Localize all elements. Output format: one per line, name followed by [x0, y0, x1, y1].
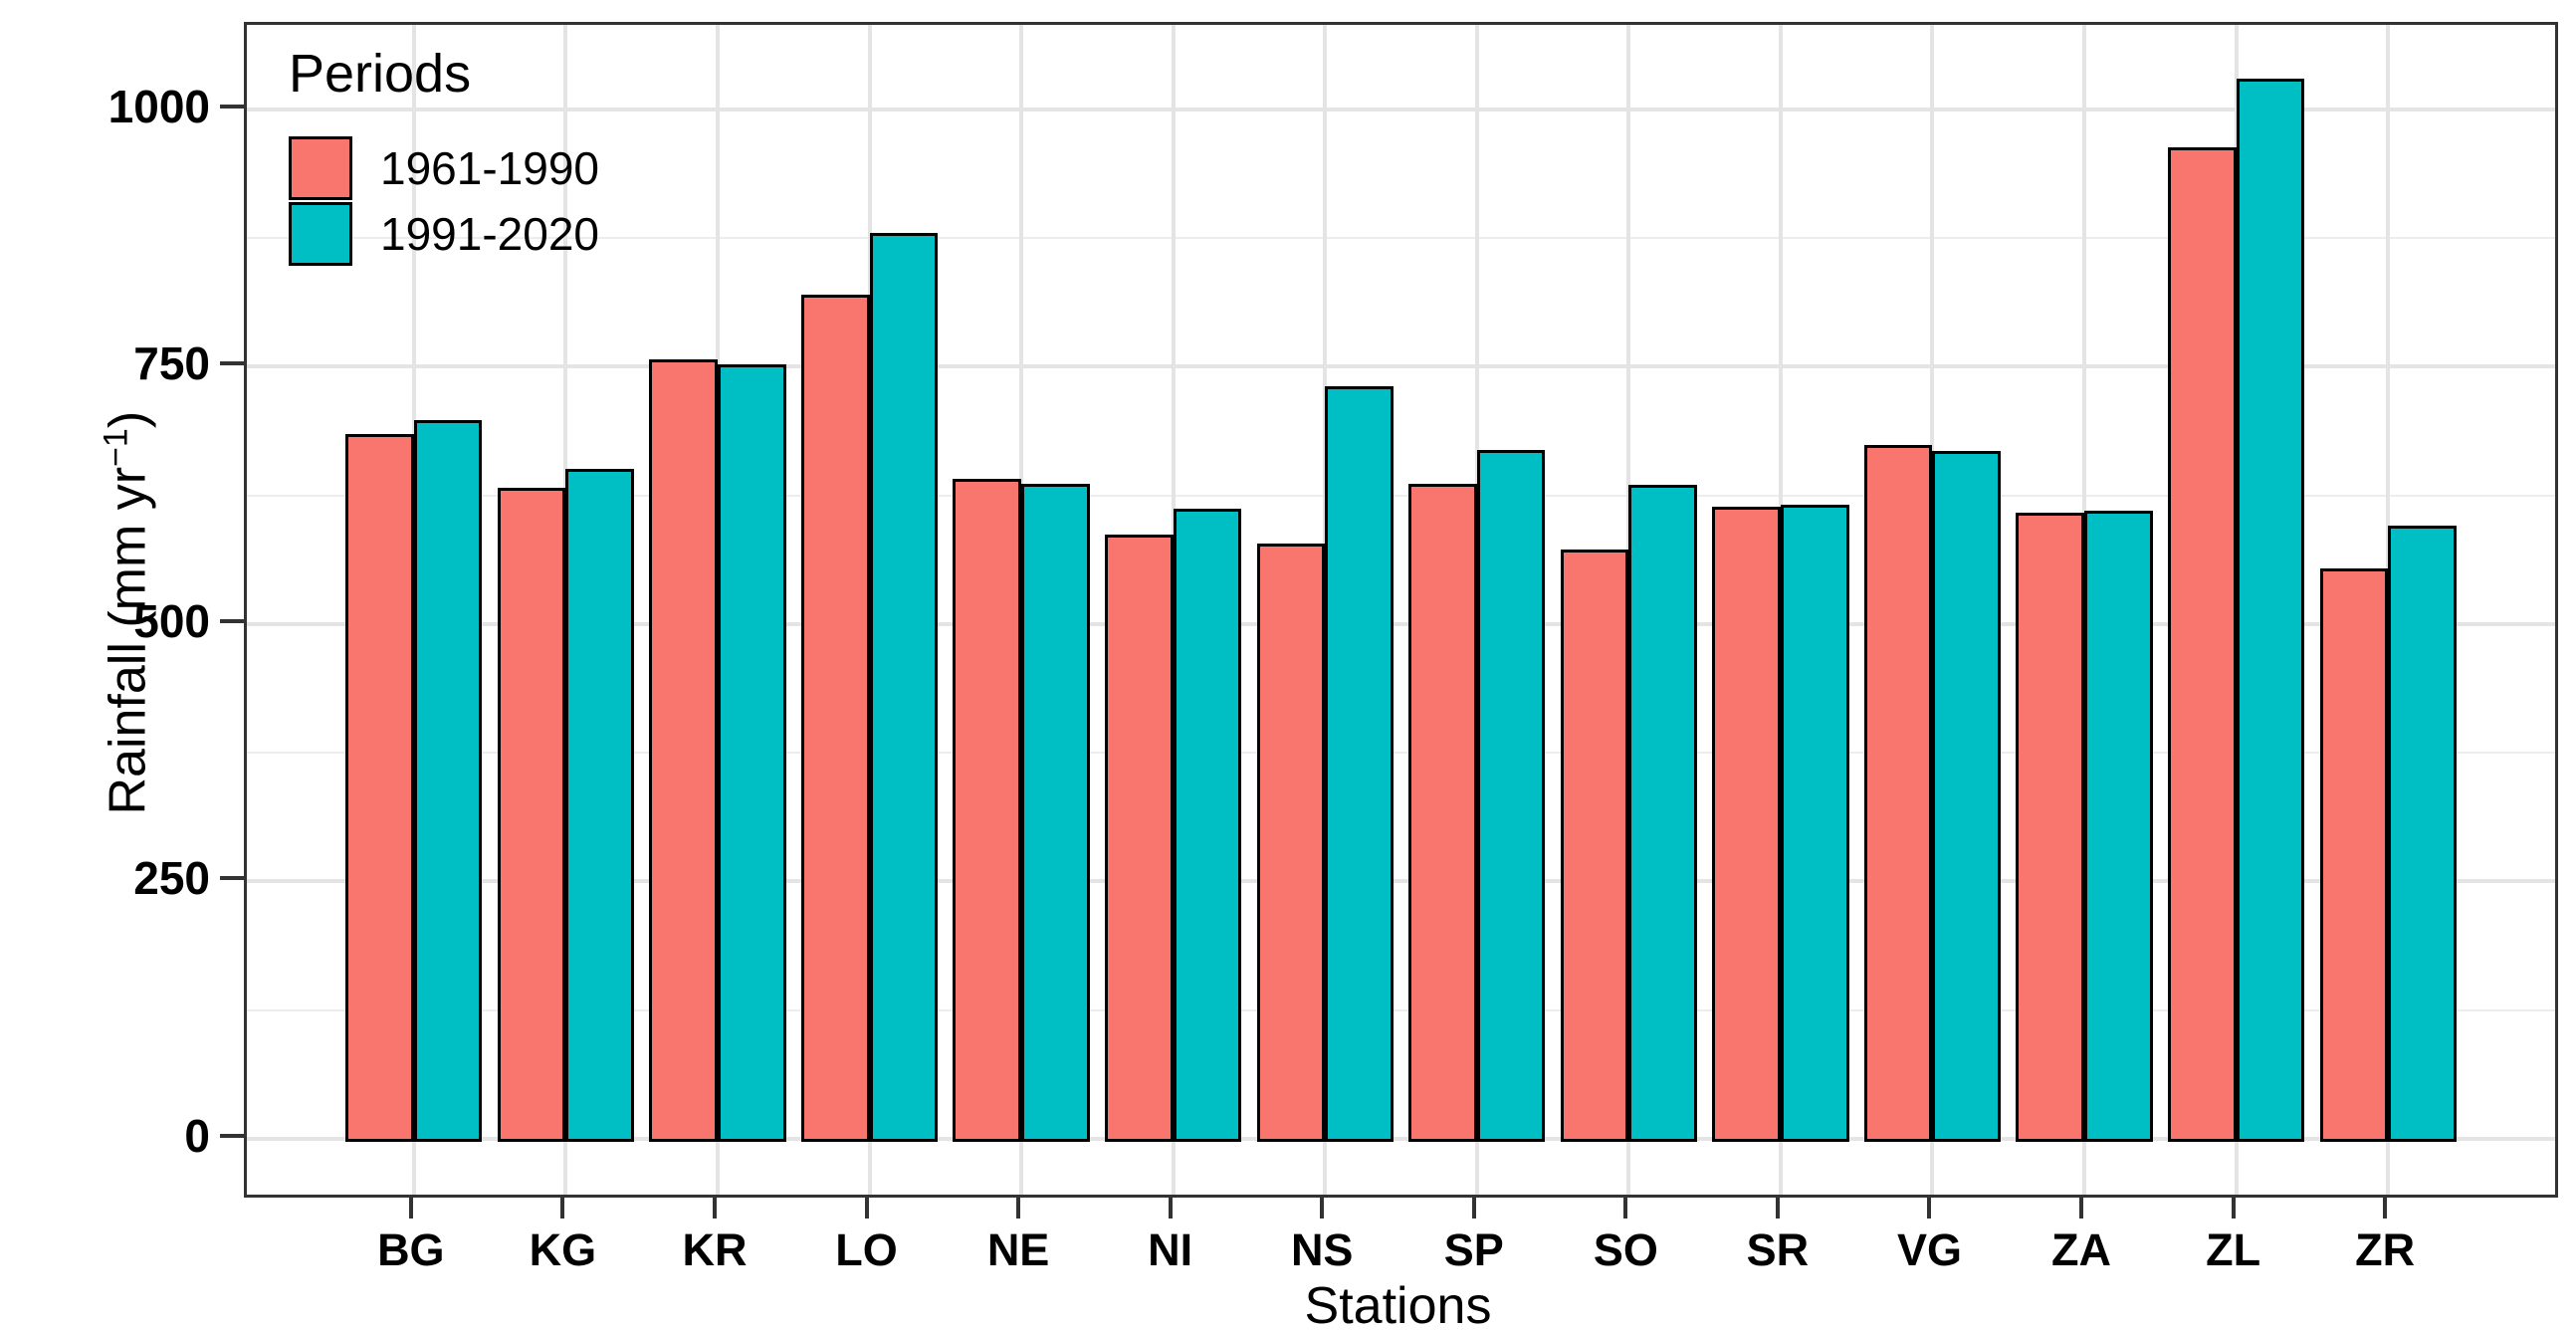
- x-tick-KR: [712, 1195, 717, 1219]
- gridline-minor-375: [247, 752, 2555, 755]
- x-tick-label-SP: SP: [1443, 1224, 1504, 1275]
- gridline-major-250: [247, 879, 2555, 884]
- legend: Periods 1961-1990 1991-2020: [289, 43, 599, 266]
- bar-ZR-1961-1990: [2319, 568, 2389, 1142]
- bar-SR-1961-1990: [1712, 507, 1781, 1142]
- bar-ZL-1991-2020: [2236, 78, 2305, 1142]
- bar-KG-1961-1990: [497, 488, 566, 1142]
- x-tick-KG: [560, 1195, 565, 1219]
- y-tick-label-250: 250: [133, 852, 210, 905]
- x-tick-label-NS: NS: [1290, 1224, 1354, 1275]
- x-tick-ZA: [2079, 1195, 2084, 1219]
- bar-ZR-1991-2020: [2388, 525, 2457, 1142]
- bar-BG-1961-1990: [345, 433, 414, 1142]
- y-tick-label-1000: 1000: [107, 80, 210, 132]
- bar-VG-1961-1990: [1863, 445, 1933, 1142]
- legend-item-1961-1990: 1961-1990: [289, 136, 599, 200]
- legend-item-1991-2020: 1991-2020: [289, 202, 599, 266]
- x-tick-SP: [1471, 1195, 1476, 1219]
- bar-BG-1991-2020: [413, 420, 483, 1142]
- bar-ZA-1991-2020: [2084, 511, 2153, 1142]
- x-tick-label-SR: SR: [1746, 1224, 1810, 1275]
- bar-NI-1991-2020: [1173, 509, 1242, 1142]
- bar-SO-1961-1990: [1560, 550, 1629, 1142]
- x-tick-label-KR: KR: [682, 1224, 748, 1275]
- x-tick-label-BG: BG: [377, 1224, 445, 1275]
- legend-label-1961-1990: 1961-1990: [380, 142, 599, 194]
- legend-label-1991-2020: 1991-2020: [380, 208, 599, 260]
- x-tick-label-ZA: ZA: [2051, 1224, 2112, 1275]
- gridline-minor-875: [247, 237, 2555, 240]
- bar-KR-1961-1990: [649, 359, 718, 1142]
- x-tick-NE: [1016, 1195, 1021, 1219]
- bar-SP-1991-2020: [1476, 450, 1546, 1142]
- x-tick-LO: [864, 1195, 869, 1219]
- x-tick-label-SO: SO: [1593, 1224, 1658, 1275]
- x-tick-ZL: [2231, 1195, 2236, 1219]
- bar-ZA-1961-1990: [2016, 513, 2085, 1142]
- x-tick-label-NE: NE: [986, 1224, 1050, 1275]
- y-tick-500: [220, 618, 244, 623]
- x-tick-ZR: [2383, 1195, 2388, 1219]
- gridline-major-1000: [247, 107, 2555, 111]
- bar-SO-1991-2020: [1628, 485, 1697, 1142]
- x-tick-BG: [408, 1195, 413, 1219]
- plot-panel: Periods 1961-1990 1991-2020: [244, 22, 2558, 1198]
- y-tick-label-0: 0: [184, 1110, 210, 1162]
- gridline-minor-125: [247, 1008, 2555, 1011]
- legend-title: Periods: [289, 44, 472, 104]
- bar-KR-1991-2020: [717, 364, 786, 1142]
- x-tick-label-LO: LO: [835, 1224, 898, 1275]
- y-tick-750: [220, 361, 244, 366]
- y-tick-0: [220, 1134, 244, 1138]
- bar-LO-1961-1990: [800, 295, 870, 1142]
- y-tick-1000: [220, 104, 244, 109]
- x-tick-NS: [1320, 1195, 1325, 1219]
- y-tick-label-750: 750: [133, 337, 210, 390]
- bar-KG-1991-2020: [565, 468, 635, 1142]
- x-tick-NI: [1168, 1195, 1173, 1219]
- gridline-major-750: [247, 364, 2555, 369]
- x-tick-SR: [1775, 1195, 1780, 1219]
- y-tick-250: [220, 876, 244, 881]
- bar-NE-1961-1990: [953, 479, 1022, 1142]
- x-tick-VG: [1927, 1195, 1932, 1219]
- gridline-major-0: [247, 1137, 2555, 1141]
- x-tick-SO: [1623, 1195, 1628, 1219]
- bar-VG-1991-2020: [1932, 451, 2002, 1142]
- x-axis-title: Stations: [1304, 1277, 1492, 1330]
- gridline-major-500: [247, 621, 2555, 626]
- x-tick-label-KG: KG: [529, 1224, 597, 1275]
- bar-SP-1961-1990: [1408, 484, 1477, 1142]
- legend-swatch-1961-1990: [289, 136, 352, 200]
- y-tick-label-500: 500: [133, 594, 210, 647]
- x-tick-label-ZR: ZR: [2355, 1224, 2416, 1275]
- bar-NS-1961-1990: [1256, 544, 1326, 1142]
- bar-SR-1991-2020: [1780, 504, 1849, 1142]
- x-tick-label-VG: VG: [1896, 1224, 1962, 1275]
- bar-LO-1991-2020: [869, 232, 939, 1142]
- legend-swatch-1991-2020: [289, 202, 352, 266]
- x-tick-label-NI: NI: [1148, 1224, 1193, 1275]
- bar-NS-1991-2020: [1325, 386, 1394, 1142]
- gridline-minor-625: [247, 494, 2555, 497]
- bar-ZL-1961-1990: [2167, 147, 2237, 1142]
- bar-NI-1961-1990: [1104, 534, 1174, 1142]
- bar-NE-1991-2020: [1021, 484, 1090, 1142]
- x-tick-label-ZL: ZL: [2206, 1224, 2261, 1275]
